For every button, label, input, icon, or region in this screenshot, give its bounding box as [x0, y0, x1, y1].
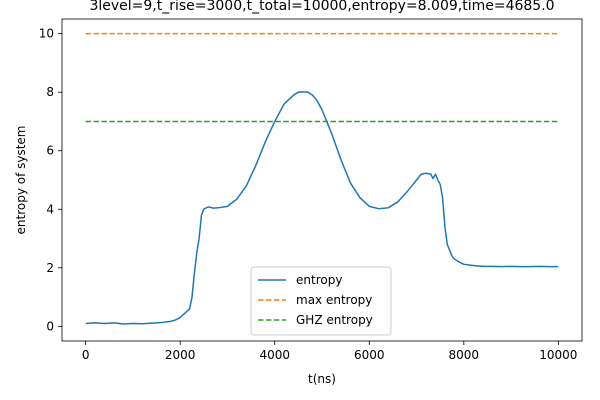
series-line-entropy [85, 91, 559, 325]
series-layer [85, 32, 559, 325]
y-tick-label: 10 [39, 27, 54, 41]
y-tick-label: 2 [46, 261, 54, 275]
y-tick-label: 0 [46, 319, 54, 333]
y-tick-label: 8 [46, 85, 54, 99]
legend-label: max entropy [296, 293, 372, 307]
legend: entropy max entropy GHZ entropy [250, 266, 392, 336]
y-axis-label: entropy of system [14, 125, 28, 234]
legend-label: GHZ entropy [296, 313, 373, 327]
x-tick-label: 2000 [165, 348, 196, 362]
x-tick-label: 6000 [354, 348, 385, 362]
legend-label: entropy [296, 273, 342, 287]
legend-box [250, 266, 392, 336]
x-axis-ticks: 0 2000 4000 6000 8000 10000 [82, 341, 577, 362]
x-tick-label: 0 [82, 348, 90, 362]
y-tick-label: 6 [46, 144, 54, 158]
x-tick-label: 8000 [449, 348, 480, 362]
plot-frame [61, 18, 583, 342]
x-axis-label: t(ns) [308, 372, 336, 386]
y-tick-label: 4 [46, 202, 54, 216]
x-tick-label: 10000 [539, 348, 577, 362]
x-tick-label: 4000 [259, 348, 290, 362]
y-axis-ticks: 0 2 4 6 8 10 [39, 27, 62, 333]
chart-title: 3level=9,t_rise=3000,t_total=10000,entro… [89, 0, 554, 14]
